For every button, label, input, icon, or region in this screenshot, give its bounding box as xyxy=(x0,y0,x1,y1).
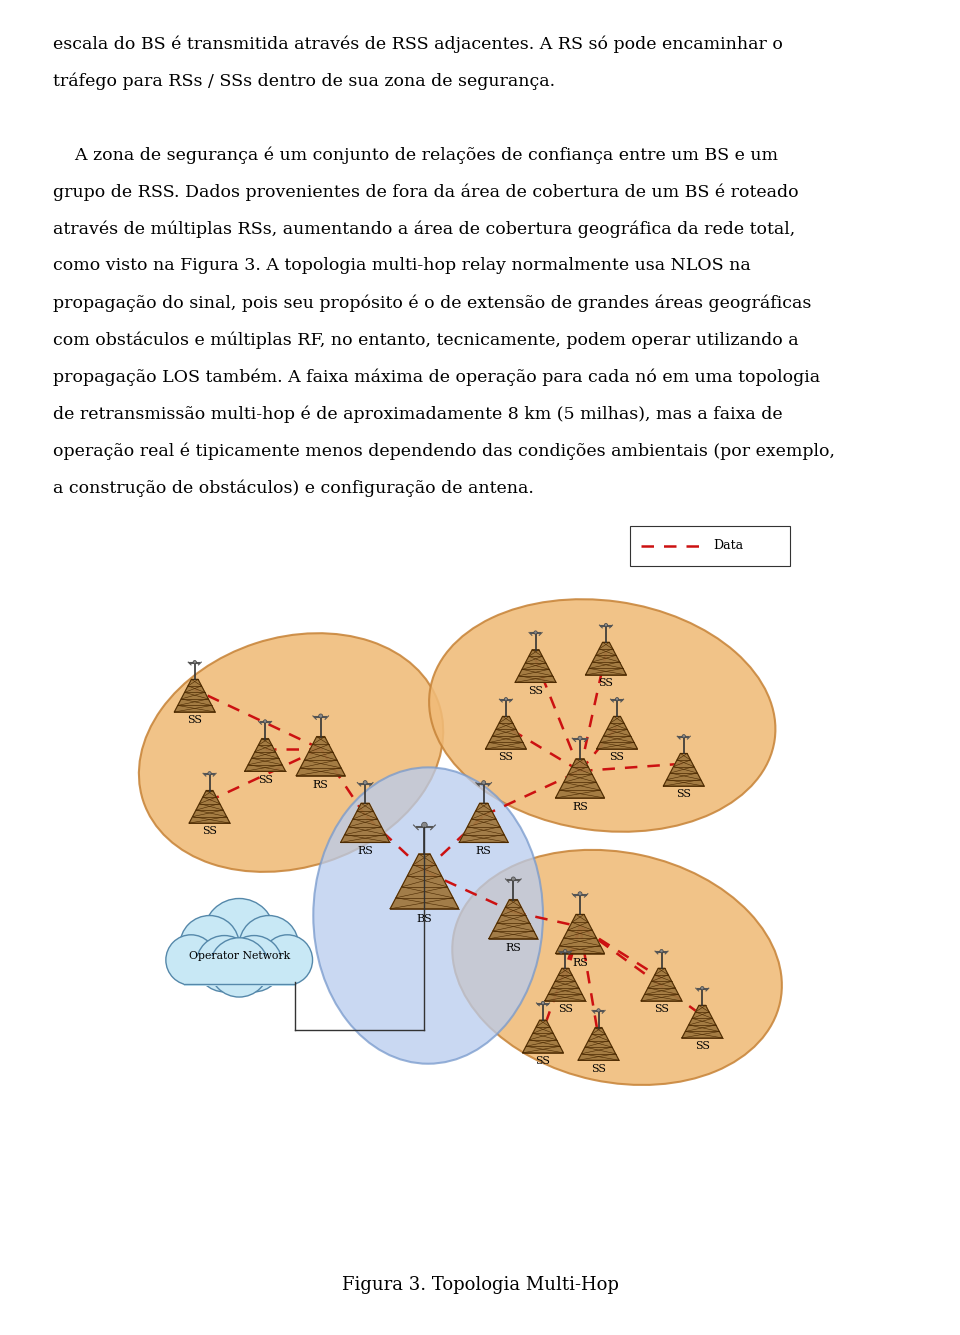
Circle shape xyxy=(578,892,582,896)
Polygon shape xyxy=(459,804,508,842)
Polygon shape xyxy=(522,1020,564,1053)
Text: SS: SS xyxy=(202,826,217,837)
Text: como visto na Figura 3. A topologia multi-hop relay normalmente usa NLOS na: como visto na Figura 3. A topologia mult… xyxy=(53,258,751,274)
Polygon shape xyxy=(341,804,390,842)
Polygon shape xyxy=(682,1005,723,1039)
Text: RS: RS xyxy=(572,802,588,812)
Text: com obstáculos e múltiplas RF, no entanto, tecnicamente, podem operar utilizando: com obstáculos e múltiplas RF, no entant… xyxy=(53,331,799,348)
Circle shape xyxy=(683,734,685,738)
Circle shape xyxy=(541,1001,544,1005)
Circle shape xyxy=(180,916,239,975)
Polygon shape xyxy=(486,717,526,749)
Text: SS: SS xyxy=(536,1056,550,1067)
Circle shape xyxy=(534,631,538,634)
Text: a construção de obstáculos) e configuração de antena.: a construção de obstáculos) e configuraç… xyxy=(53,479,534,497)
Circle shape xyxy=(209,937,269,997)
Circle shape xyxy=(512,877,516,881)
Circle shape xyxy=(504,697,508,701)
Circle shape xyxy=(226,936,282,992)
Circle shape xyxy=(701,987,704,989)
Polygon shape xyxy=(516,650,556,682)
Text: RS: RS xyxy=(476,846,492,857)
Circle shape xyxy=(263,720,267,724)
Circle shape xyxy=(196,936,252,992)
Circle shape xyxy=(421,822,427,828)
Text: Data: Data xyxy=(713,539,743,553)
Text: propagação do sinal, pois seu propósito é o de extensão de grandes áreas geográf: propagação do sinal, pois seu propósito … xyxy=(53,295,811,312)
Bar xyxy=(183,956,295,987)
Circle shape xyxy=(482,781,486,785)
Polygon shape xyxy=(489,900,538,939)
Text: SS: SS xyxy=(528,686,543,696)
Text: RS: RS xyxy=(505,943,521,953)
Polygon shape xyxy=(586,642,626,676)
Text: SS: SS xyxy=(676,789,691,800)
Text: RS: RS xyxy=(313,780,328,790)
Polygon shape xyxy=(597,717,637,749)
Ellipse shape xyxy=(139,633,444,872)
Text: RS: RS xyxy=(572,957,588,968)
Circle shape xyxy=(597,1009,600,1012)
Text: SS: SS xyxy=(591,1064,606,1073)
Text: SS: SS xyxy=(654,1004,669,1015)
Text: SS: SS xyxy=(558,1004,573,1015)
Ellipse shape xyxy=(452,850,781,1085)
Text: SS: SS xyxy=(498,753,514,762)
Ellipse shape xyxy=(180,921,299,984)
Circle shape xyxy=(239,916,299,975)
Circle shape xyxy=(578,736,582,740)
Text: através de múltiplas RSs, aumentando a área de cobertura geográfica da rede tota: através de múltiplas RSs, aumentando a á… xyxy=(53,220,795,238)
Text: tráfego para RSs / SSs dentro de sua zona de segurança.: tráfego para RSs / SSs dentro de sua zon… xyxy=(53,72,555,89)
Polygon shape xyxy=(297,737,346,776)
Text: de retransmissão multi-hop é de aproximadamente 8 km (5 milhas), mas a faixa de: de retransmissão multi-hop é de aproxima… xyxy=(53,406,782,423)
Circle shape xyxy=(204,898,275,969)
Text: SS: SS xyxy=(187,716,203,725)
Circle shape xyxy=(615,697,619,701)
Text: SS: SS xyxy=(695,1041,709,1052)
Circle shape xyxy=(319,714,323,718)
Text: escala do BS é transmitida através de RSS adjacentes. A RS só pode encaminhar o: escala do BS é transmitida através de RS… xyxy=(53,35,782,52)
Polygon shape xyxy=(663,753,704,786)
Text: SS: SS xyxy=(598,678,613,689)
Text: RS: RS xyxy=(357,846,373,857)
FancyBboxPatch shape xyxy=(630,526,790,566)
Polygon shape xyxy=(245,738,285,772)
Circle shape xyxy=(564,949,566,953)
Text: A zona de segurança é um conjunto de relações de confiança entre um BS e um: A zona de segurança é um conjunto de rel… xyxy=(53,146,778,164)
Circle shape xyxy=(262,934,313,985)
Text: BS: BS xyxy=(417,914,432,924)
Text: Figura 3. Topologia Multi-Hop: Figura 3. Topologia Multi-Hop xyxy=(342,1276,618,1294)
Circle shape xyxy=(363,781,367,785)
Polygon shape xyxy=(641,968,682,1001)
Ellipse shape xyxy=(429,599,776,832)
Text: Operator Network: Operator Network xyxy=(188,952,290,961)
Circle shape xyxy=(660,949,663,953)
Ellipse shape xyxy=(313,768,543,1064)
Text: operação real é tipicamente menos dependendo das condições ambientais (por exemp: operação real é tipicamente menos depend… xyxy=(53,442,835,461)
Polygon shape xyxy=(556,914,605,953)
Polygon shape xyxy=(578,1028,619,1060)
Text: SS: SS xyxy=(610,753,625,762)
Polygon shape xyxy=(189,790,230,824)
Circle shape xyxy=(193,661,197,663)
Polygon shape xyxy=(545,968,586,1001)
Text: SS: SS xyxy=(257,774,273,785)
Text: propagação LOS também. A faixa máxima de operação para cada nó em uma topologia: propagação LOS também. A faixa máxima de… xyxy=(53,368,820,386)
Circle shape xyxy=(604,623,608,626)
Circle shape xyxy=(166,934,216,985)
Polygon shape xyxy=(556,758,605,798)
Text: grupo de RSS. Dados provenientes de fora da área de cobertura de um BS é roteado: grupo de RSS. Dados provenientes de fora… xyxy=(53,183,799,200)
Circle shape xyxy=(208,772,211,774)
Polygon shape xyxy=(175,680,215,712)
Polygon shape xyxy=(390,854,459,909)
